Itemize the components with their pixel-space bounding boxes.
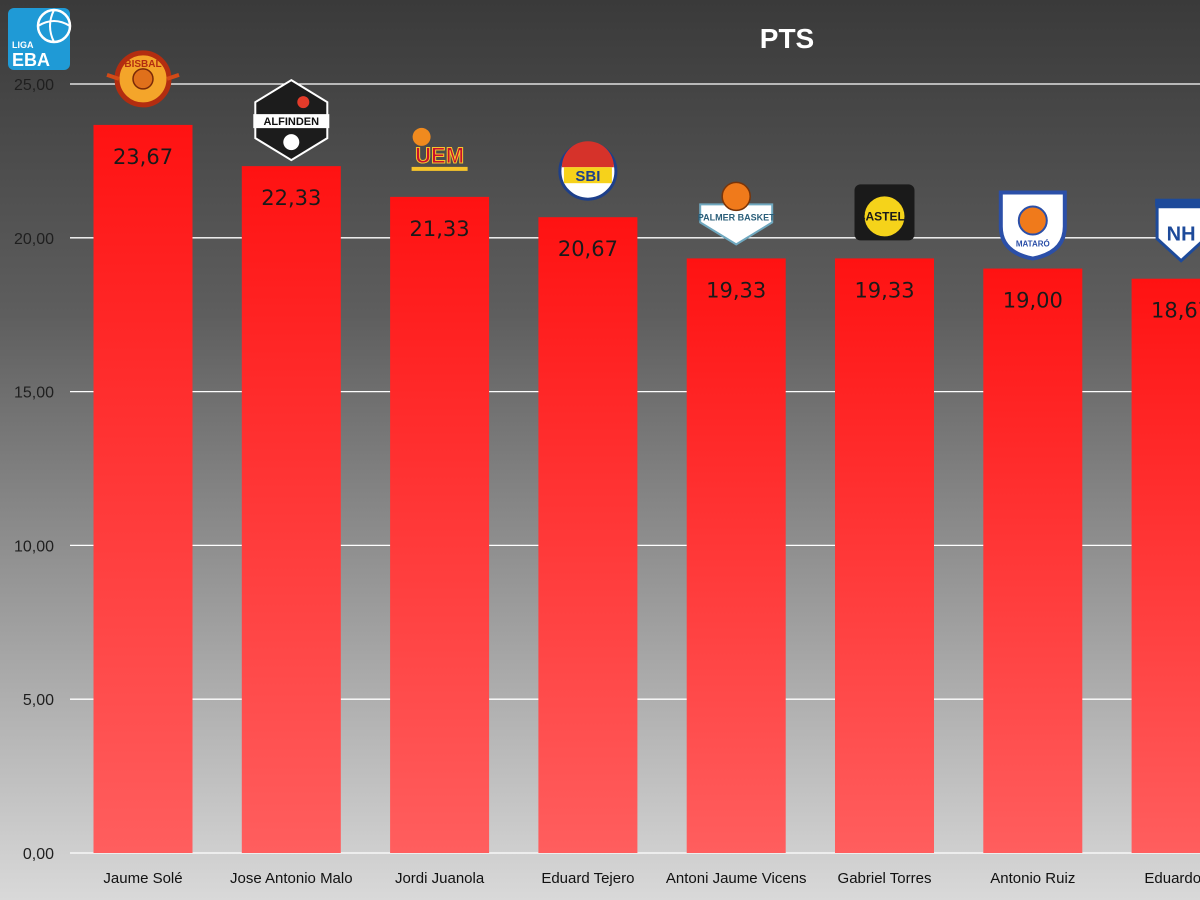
x-tick-label: Eduardo Ib — [1144, 870, 1200, 887]
data-label: 21,33 — [410, 217, 470, 241]
bar — [983, 268, 1083, 853]
bars: 23,67 22,33 21,33 20,67 19,33 19,33 19,00 18,67 — [93, 124, 1200, 854]
eba-text: EBA — [12, 50, 50, 70]
logo-text: CASTELL — [857, 209, 912, 223]
data-label: 19,33 — [706, 278, 766, 302]
alfinden-logo: ALFINDEN — [253, 78, 330, 162]
y-tick-label: 20,00 — [14, 231, 54, 248]
x-tick-label: Jaume Solé — [103, 870, 182, 887]
bar — [93, 124, 193, 854]
basketball-icon — [132, 68, 154, 90]
basketball-seam — [37, 9, 71, 43]
liga-eba-badge — [8, 8, 70, 70]
y-tick-label: 5,00 — [23, 692, 54, 709]
bar — [390, 196, 490, 853]
basketball-icon — [864, 196, 905, 237]
bar — [686, 258, 786, 854]
x-tick-label: Antonio Ruiz — [990, 870, 1075, 887]
data-label: 20,67 — [558, 237, 618, 261]
logo-crown — [1155, 198, 1200, 207]
logo-text: MATARÓ — [1016, 240, 1050, 249]
castell-logo: CASTELL — [854, 184, 915, 241]
logo-stripes — [563, 167, 612, 184]
team-logos: BISBAL ALFINDEN UEM SBI PALMER BASKET CASTELL… — [106, 50, 1200, 263]
logo-text: ALFINDEN — [263, 116, 319, 128]
x-axis: Jaume Solé Jose Antonio Malo Jordi Juanola… — [103, 870, 1200, 887]
nh-logo: NH — [1155, 198, 1200, 263]
logo-text: PALMER BASKET — [698, 212, 775, 222]
basketball-icon — [721, 181, 751, 212]
data-label: 19,33 — [854, 278, 914, 302]
data-label: 23,67 — [113, 145, 173, 169]
bar — [835, 258, 934, 854]
bird-head-icon — [297, 96, 310, 109]
bisbal-basquet-logo: BISBAL — [106, 50, 180, 108]
x-tick-label: Jordi Juanola — [395, 870, 485, 887]
logo-shield — [1155, 205, 1200, 263]
basketball-icon — [412, 127, 431, 146]
bar — [538, 217, 638, 853]
x-tick-label: Jose Antonio Malo — [230, 870, 353, 887]
sbi-logo: SBI — [558, 141, 618, 201]
palmer-basket-logo: PALMER BASKET — [698, 181, 775, 246]
y-axis: 0,00 5,00 10,00 15,00 20,00 25,00 — [14, 77, 54, 863]
logo-wings — [106, 73, 180, 81]
x-tick-label: Antoni Jaume Vicens — [666, 870, 807, 887]
bar — [241, 166, 341, 853]
x-tick-label: Gabriel Torres — [838, 870, 932, 887]
logo-text: BISBAL — [124, 59, 161, 70]
logo-top — [561, 141, 614, 168]
logo-banner — [253, 114, 330, 129]
data-label: 22,33 — [261, 186, 321, 210]
basketball-icon — [1017, 205, 1048, 236]
data-label: 19,00 — [1003, 289, 1063, 313]
logo-text: SBI — [575, 168, 600, 185]
y-tick-label: 10,00 — [14, 538, 54, 555]
basketball-icon — [283, 134, 300, 151]
bar — [1131, 278, 1200, 853]
data-label: 18,67 — [1151, 299, 1200, 323]
y-tick-label: 25,00 — [14, 77, 54, 94]
logo-shield — [699, 203, 774, 246]
boet-mataro-logo: MATARÓ — [998, 190, 1067, 261]
logo-underline — [411, 166, 468, 171]
logo-text: NH — [1167, 224, 1196, 246]
chart-title: PTS — [760, 23, 814, 54]
uem-logo: UEM — [411, 127, 468, 171]
x-tick-label: Eduard Tejero — [541, 870, 634, 887]
liga-eba-logo: LIGA EBA — [8, 8, 72, 70]
liga-text: LIGA — [12, 40, 34, 50]
y-tick-label: 0,00 — [23, 846, 54, 863]
logo-text: UEM — [415, 143, 464, 168]
y-tick-label: 15,00 — [14, 385, 54, 402]
